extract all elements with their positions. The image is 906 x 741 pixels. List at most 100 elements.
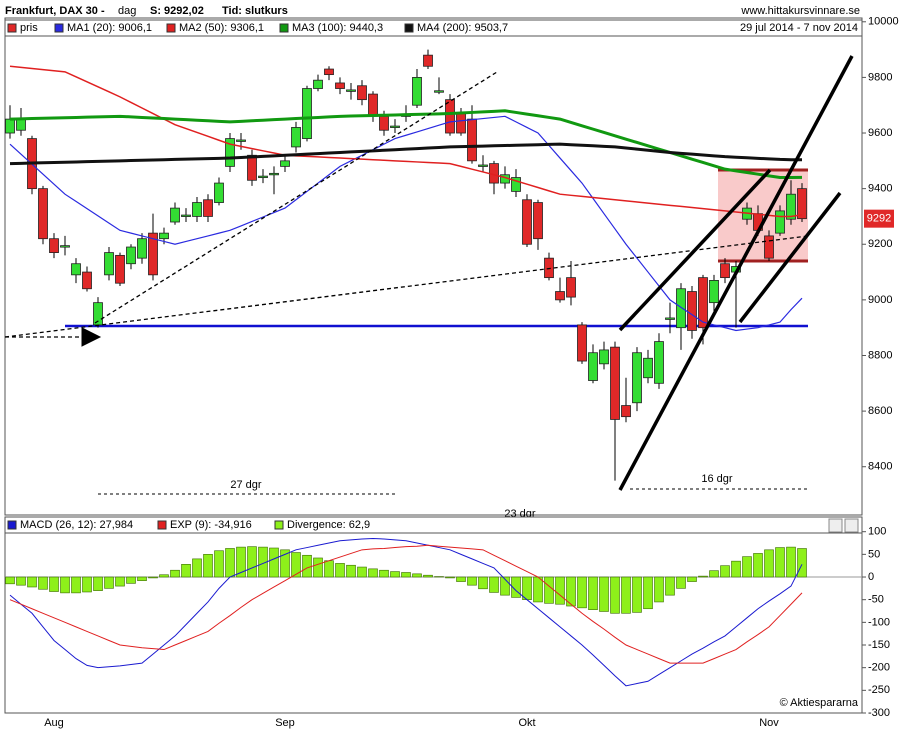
candle-body [710, 280, 719, 302]
histogram-bar [303, 555, 312, 577]
candle-body [523, 200, 532, 244]
annotation: 16 dgr [701, 473, 733, 485]
candle-body [644, 358, 653, 377]
histogram-bar [468, 577, 477, 585]
histogram-bar [523, 577, 532, 600]
histogram-bar [171, 570, 180, 577]
histogram-bar [732, 561, 741, 577]
histogram-bar [490, 577, 499, 592]
histogram-bar [358, 567, 367, 577]
candle-body [457, 114, 466, 133]
histogram-bar [589, 577, 598, 610]
x-tick-label: Okt [518, 717, 535, 729]
histogram-bar [578, 577, 587, 608]
histogram-bar [666, 577, 675, 595]
last-price: S: 9292,02 [150, 5, 204, 17]
zoom-button[interactable] [829, 519, 842, 532]
histogram-bar [413, 574, 422, 577]
candle-body [347, 90, 356, 92]
candle-body [358, 86, 367, 100]
histogram-bar [160, 575, 169, 577]
y-tick-label: 8400 [868, 461, 892, 473]
histogram-bar [545, 577, 554, 603]
histogram-bar [314, 558, 323, 577]
candle-body [435, 91, 444, 93]
histogram-bar [446, 577, 455, 578]
histogram-bar [754, 553, 763, 577]
histogram-bar [457, 577, 466, 582]
candle-body [160, 233, 169, 239]
histogram-bar [347, 565, 356, 577]
candle-body [204, 200, 213, 217]
legend-bar [5, 517, 862, 533]
histogram-bar [6, 577, 15, 584]
histogram-bar [699, 576, 708, 577]
histogram-bar [292, 553, 301, 577]
histogram-bar [17, 577, 26, 585]
candle-body [72, 264, 81, 275]
y-tick-label: 9400 [868, 183, 892, 195]
histogram-bar [600, 577, 609, 611]
candle-body [556, 292, 565, 300]
x-tick-label: Aug [44, 717, 64, 729]
candle-body [61, 246, 70, 248]
y-tick-label: -300 [868, 707, 890, 719]
candle-body [270, 173, 279, 175]
x-tick-label: Sep [275, 717, 295, 729]
histogram-bar [28, 577, 37, 587]
histogram-bar [72, 577, 81, 593]
candle-body [281, 161, 290, 167]
annotation: 27 dgr [230, 479, 262, 491]
y-tick-label: 8800 [868, 349, 892, 361]
y-tick-label: 8600 [868, 405, 892, 417]
y-tick-label: 9800 [868, 71, 892, 83]
candle-body [325, 69, 334, 75]
histogram-bar [149, 577, 158, 578]
candle-body [424, 55, 433, 66]
candle-body [193, 203, 202, 217]
legend-label: MACD (26, 12): 27,984 [20, 519, 133, 531]
y-tick-label: 9200 [868, 238, 892, 250]
legend-swatch [280, 24, 288, 32]
zoom-button[interactable] [845, 519, 858, 532]
candle-body [314, 80, 323, 88]
histogram-bar [369, 569, 378, 577]
histogram-bar [633, 577, 642, 612]
y-tick-label: 100 [868, 526, 886, 538]
histogram-bar [688, 577, 697, 582]
candle-body [116, 255, 125, 283]
histogram-bar [402, 572, 411, 577]
histogram-bar [677, 577, 686, 588]
histogram-bar [479, 577, 488, 589]
candle-body [380, 116, 389, 130]
y-tick-label: -150 [868, 639, 890, 651]
histogram-bar [424, 575, 433, 577]
y-tick-label: 50 [868, 548, 880, 560]
candle-body [303, 89, 312, 139]
histogram-bar [622, 577, 631, 613]
candle-body [138, 239, 147, 258]
y-tick-label: 0 [868, 571, 874, 583]
candle-body [479, 165, 488, 167]
y-tick-label: -200 [868, 662, 890, 674]
histogram-bar [39, 577, 48, 589]
histogram-bar [204, 554, 213, 577]
candle-body [336, 83, 345, 89]
y-tick-label: 10000 [868, 16, 899, 28]
histogram-bar [534, 577, 543, 602]
title: Frankfurt, DAX 30 - [5, 5, 105, 17]
candle-body [611, 347, 620, 419]
histogram-bar [644, 577, 653, 609]
histogram-bar [215, 551, 224, 577]
histogram-bar [765, 550, 774, 577]
candle-body [413, 77, 422, 105]
candle-body [105, 253, 114, 275]
histogram-bar [226, 548, 235, 577]
x-tick-label: Nov [759, 717, 779, 729]
histogram-bar [787, 547, 796, 577]
histogram-bar [94, 577, 103, 591]
candle-body [633, 353, 642, 403]
candle-body [622, 406, 631, 417]
histogram-bar [138, 577, 147, 581]
